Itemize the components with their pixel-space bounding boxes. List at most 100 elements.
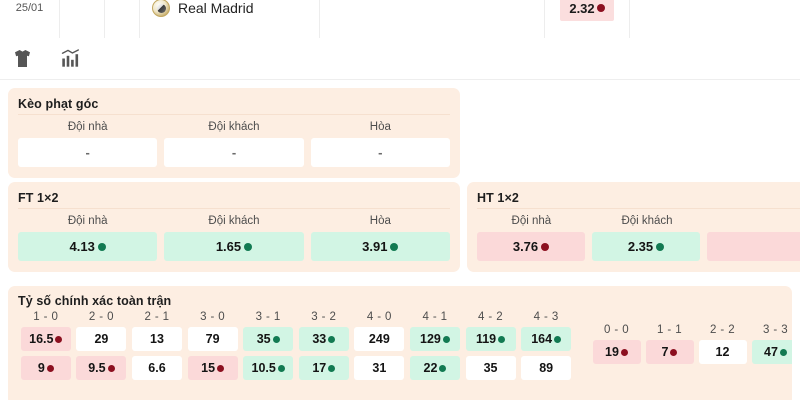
main-score-cell[interactable]: 22 — [409, 356, 460, 380]
match-column-5 — [320, 0, 545, 38]
score-value: 17 — [312, 361, 327, 375]
score-rows: 19 7 12 47 — [590, 340, 792, 364]
score-value: 19 — [605, 345, 619, 359]
match-date: 25/01 — [15, 2, 44, 14]
main-score-cell[interactable]: 33 — [298, 327, 349, 351]
exact-score-draw-group: 0 - 0 1 - 1 2 - 2 3 - 3 19 7 12 47 — [590, 324, 792, 369]
ft-odds-away-value: 1.65 — [215, 239, 242, 254]
ft-odds-home[interactable]: 4.13 — [18, 232, 158, 261]
odds-value: 2.32 — [569, 0, 595, 16]
draw-score-cell[interactable]: 7 — [645, 340, 694, 364]
ht-odds-home[interactable]: 3.76 — [477, 232, 585, 261]
score-cell-wrap: 47 — [749, 340, 792, 364]
corner-odds-home[interactable]: - — [18, 138, 158, 167]
exact-score-body: 1 - 0 2 - 0 2 - 1 3 - 0 3 - 1 3 - 2 4 - 0 4 - 1… — [18, 311, 792, 397]
score-cell-wrap: 17 — [296, 356, 352, 380]
trend-up-icon — [328, 364, 336, 372]
main-score-cell[interactable]: 9 — [20, 356, 71, 380]
score-value: 12 — [715, 345, 730, 359]
main-score-cell[interactable]: 249 — [354, 327, 405, 351]
score-cell-wrap: 119 — [463, 327, 519, 351]
main-score-cell[interactable]: 129 — [409, 327, 460, 351]
ht-odds-draw[interactable] — [707, 232, 800, 261]
ht-market-title: HT 1×2 — [477, 191, 519, 205]
column-header-away: Đội khách — [208, 215, 260, 227]
score-cell-wrap: 33 — [296, 327, 352, 351]
main-score-cell[interactable]: 31 — [354, 356, 405, 380]
draw-score-cell[interactable]: 47 — [751, 340, 792, 364]
ft-market-headers: Đội nhà Đội khách Hòa — [18, 212, 450, 232]
score-cell-wrap: 15 — [185, 356, 241, 380]
main-score-cell[interactable]: 17 — [298, 356, 349, 380]
match-table: 25/01 Real Madrid 2.32 — [0, 0, 800, 38]
score-value: 35 — [256, 332, 271, 346]
ht-market-headers: Đội nhà Đội khách — [477, 212, 800, 232]
trend-up-icon — [779, 348, 787, 356]
trend-down-icon — [55, 335, 63, 343]
trend-down-icon — [107, 364, 115, 372]
odds-pill[interactable]: 2.32 — [560, 0, 614, 21]
score-value: 119 — [475, 332, 497, 346]
score-value: 15 — [201, 361, 216, 375]
main-score-cell[interactable]: 16.5 — [20, 327, 71, 351]
ft-market-panel: FT 1×2 Đội nhà Đội khách Hòa 4.13 1.65 3… — [8, 182, 460, 272]
main-score-header: 4 - 3 — [533, 311, 559, 323]
match-column-7 — [630, 0, 800, 38]
trend-up-icon — [272, 335, 280, 343]
draw-score-cell[interactable]: 12 — [698, 340, 747, 364]
trend-down-icon — [46, 364, 54, 372]
score-value: 22 — [423, 361, 438, 375]
trend-up-icon — [244, 242, 253, 251]
column-header-home: Đội nhà — [67, 215, 108, 227]
ht-market-panel: HT 1×2 Đội nhà Đội khách 3.76 2.35 — [467, 182, 800, 272]
main-score-cell[interactable]: 29 — [76, 327, 127, 351]
score-cell-wrap: 9 — [18, 356, 74, 380]
jersey-icon[interactable] — [8, 45, 36, 73]
corner-market-headers: Đội nhà Đội khách Hòa — [18, 118, 450, 138]
match-odds-cell[interactable]: 2.32 — [545, 0, 630, 38]
trend-up-icon — [328, 335, 336, 343]
main-score-cell[interactable]: 6.6 — [131, 356, 182, 380]
ft-odds-away[interactable]: 1.65 — [164, 232, 304, 261]
main-score-cell[interactable]: 89 — [521, 356, 572, 380]
column-header-away: Đội khách — [208, 121, 260, 133]
ft-market-cells: 4.13 1.65 3.91 — [18, 232, 450, 261]
main-score-cell[interactable]: 119 — [465, 327, 516, 351]
exact-score-title: Tỷ số chính xác toàn trận — [18, 294, 172, 308]
main-score-cell[interactable]: 35 — [465, 356, 516, 380]
score-value: 129 — [420, 332, 441, 346]
match-row[interactable]: 25/01 Real Madrid 2.32 — [0, 0, 800, 38]
score-value: 13 — [150, 332, 164, 346]
score-value: 79 — [205, 332, 220, 346]
column-header-draw — [708, 212, 800, 232]
main-score-cell[interactable]: 164 — [521, 327, 572, 351]
match-date-cell: 25/01 — [0, 0, 60, 38]
main-score-header: 2 - 1 — [144, 311, 170, 323]
ft-odds-draw[interactable]: 3.91 — [310, 232, 450, 261]
score-value: 29 — [94, 332, 109, 346]
score-headers: 1 - 0 2 - 0 2 - 1 3 - 0 3 - 1 3 - 2 4 - 0 4 - 1… — [18, 311, 574, 327]
main-score-cell[interactable]: 10.5 — [243, 356, 294, 380]
main-score-header: 4 - 2 — [478, 311, 504, 323]
trend-up-icon — [277, 364, 285, 372]
trend-up-icon — [97, 242, 106, 251]
main-score-cell[interactable]: 9.5 — [76, 356, 127, 380]
ht-odds-away[interactable]: 2.35 — [592, 232, 700, 261]
draw-score-cell[interactable]: 19 — [592, 340, 641, 364]
match-team-cell[interactable]: Real Madrid — [140, 0, 320, 38]
main-score-header: 4 - 1 — [422, 311, 448, 323]
main-score-cell[interactable]: 79 — [187, 327, 238, 351]
bar-chart-icon[interactable] — [56, 45, 84, 73]
corner-odds-draw[interactable]: - — [310, 138, 450, 167]
score-cell-wrap: 10.5 — [240, 356, 296, 380]
main-score-row: 16.5 29 13 79 35 33 249 129 119 164 — [18, 327, 574, 351]
score-cell-wrap: 164 — [518, 327, 574, 351]
main-score-cell[interactable]: 35 — [243, 327, 294, 351]
main-score-header: 1 - 0 — [33, 311, 59, 323]
score-cell-wrap: 16.5 — [18, 327, 74, 351]
score-cell-wrap: 31 — [352, 356, 408, 380]
corner-odds-away[interactable]: - — [164, 138, 304, 167]
score-cell-wrap: 249 — [352, 327, 408, 351]
main-score-cell[interactable]: 13 — [131, 327, 182, 351]
main-score-cell[interactable]: 15 — [187, 356, 238, 380]
